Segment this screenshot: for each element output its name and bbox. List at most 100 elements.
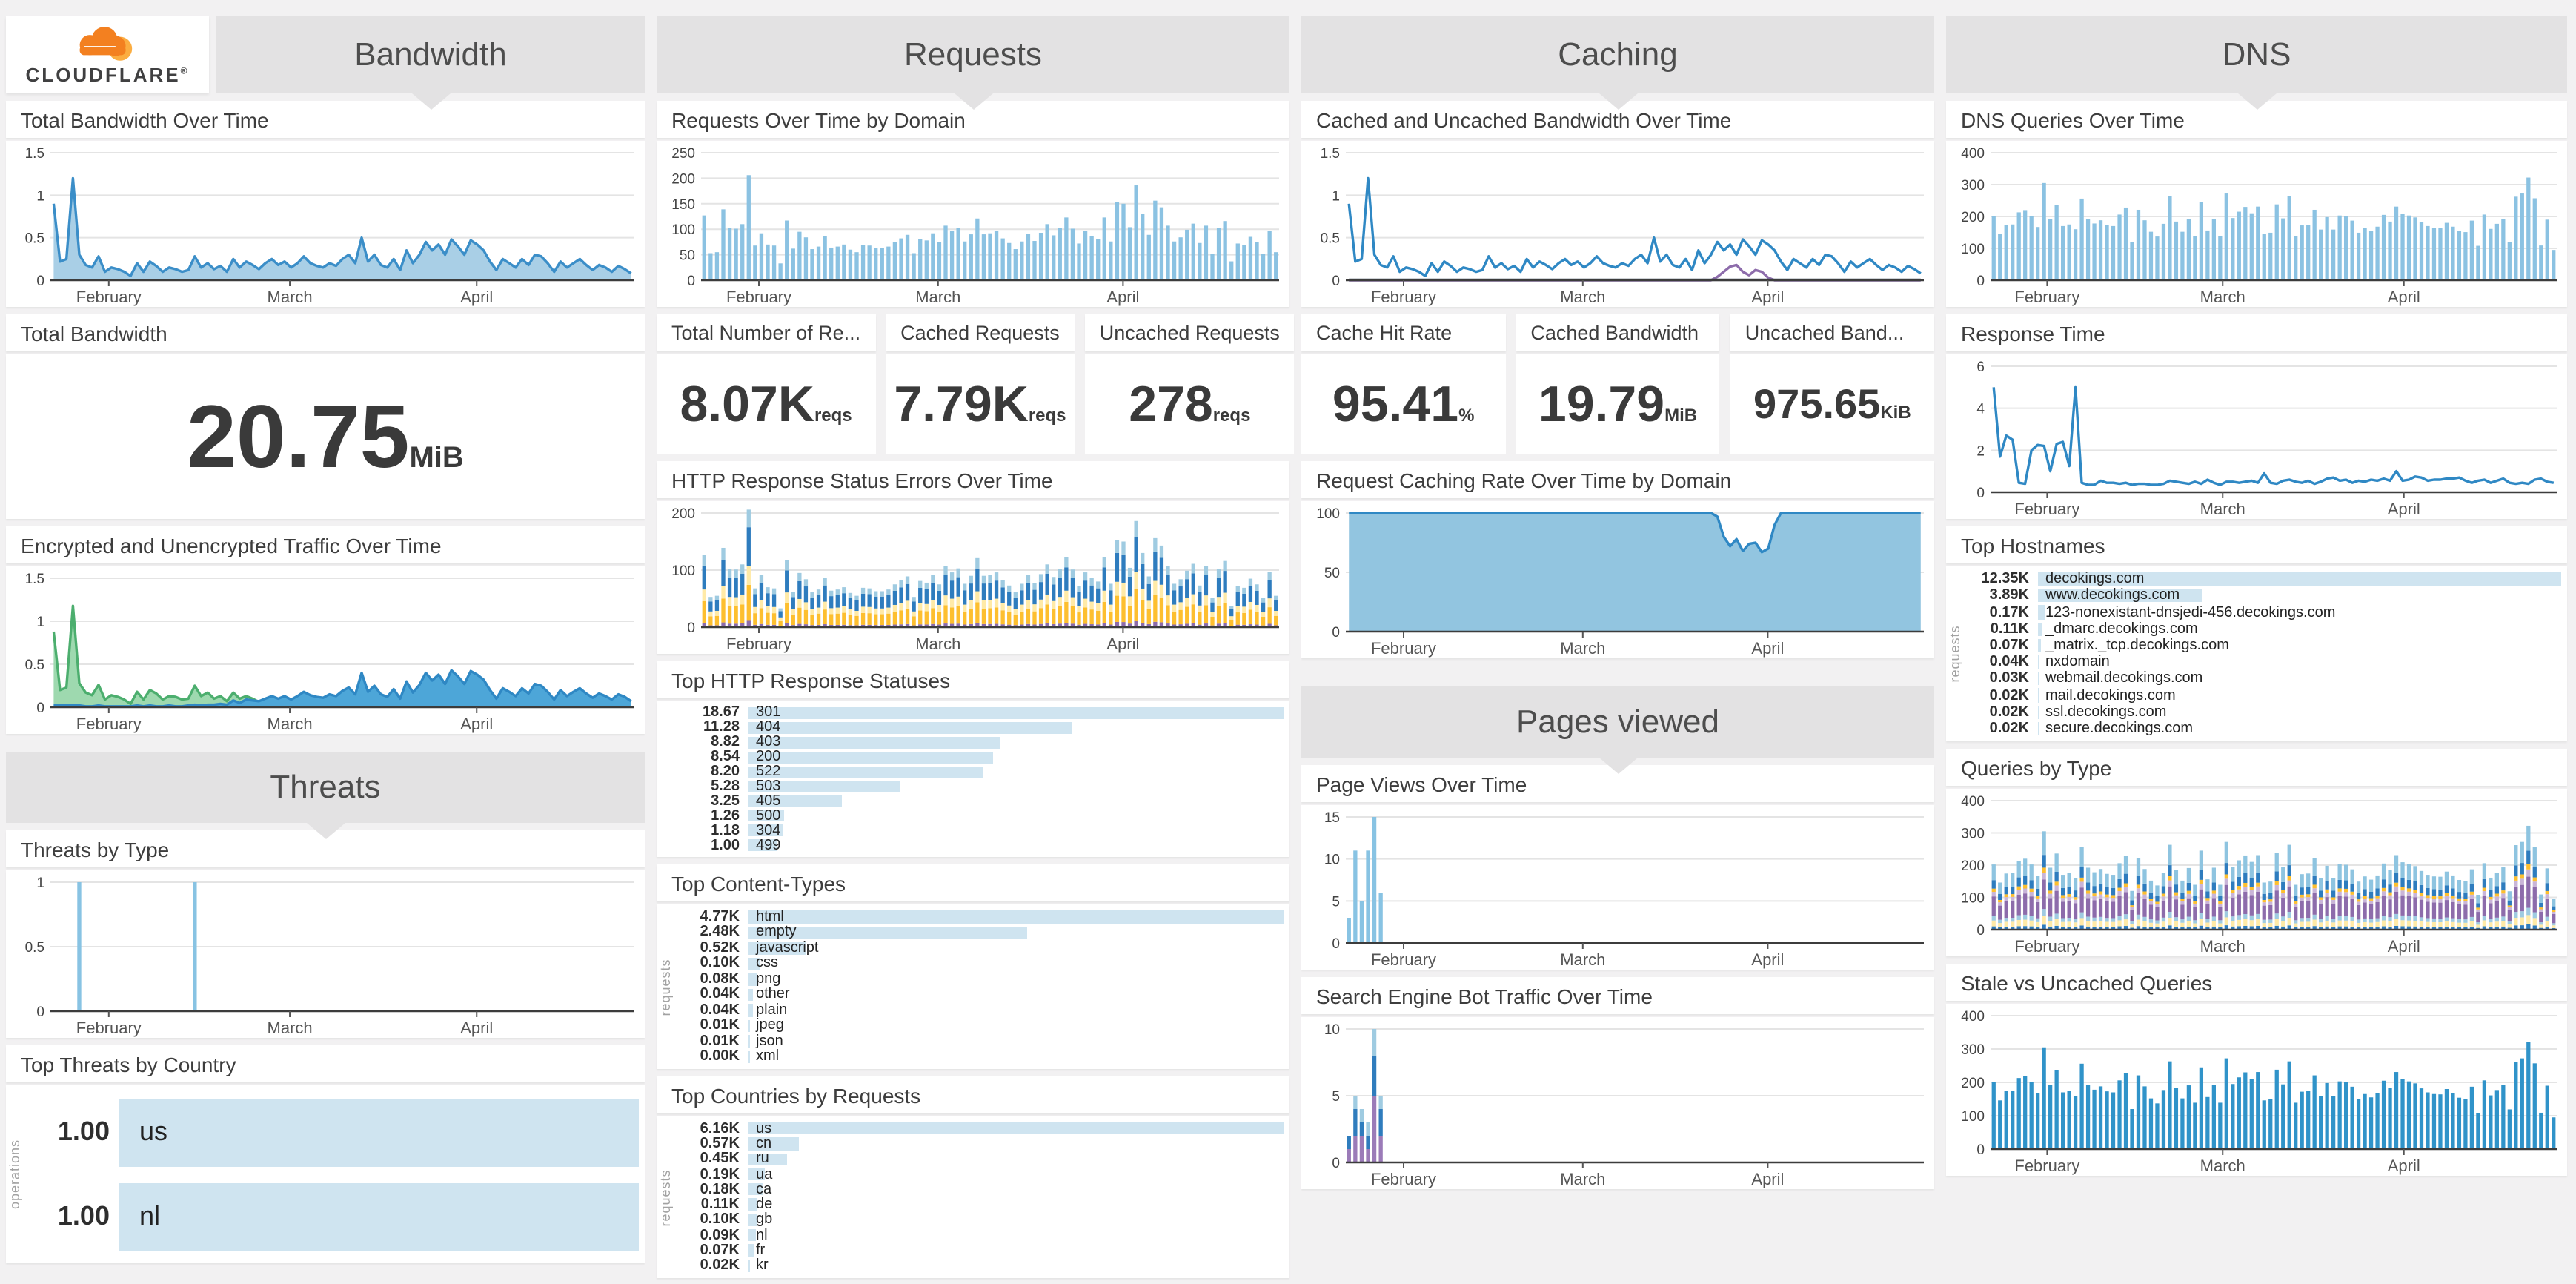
panel-title: Queries by Type	[1946, 749, 2567, 786]
row-bar	[748, 1168, 766, 1181]
total-requests-value: 8.07Kreqs	[680, 376, 852, 432]
requests-over-time-chart: 0 50 100 150 200 250 February March April	[657, 141, 1289, 307]
row-label: kr	[756, 1257, 769, 1274]
panel-top-hostnames: Top Hostnames requests 12.35K decokings.c…	[1946, 526, 2567, 741]
row-label: 200	[756, 749, 781, 766]
row-value: 0.57K	[700, 1135, 740, 1152]
svg-text:50: 50	[1324, 566, 1340, 581]
svg-text:100: 100	[1961, 891, 1985, 907]
chart-canvas: 0 100 200 300 400 February March April	[1961, 1009, 2557, 1175]
svg-text:1.5: 1.5	[25, 572, 44, 587]
panel-top-countries: Top Countries by Requests requests 6.16K…	[657, 1076, 1289, 1278]
svg-text:February: February	[2014, 288, 2079, 306]
chart-canvas: 0 100 200 February March April	[671, 506, 1279, 653]
svg-text:April: April	[2388, 288, 2420, 306]
row-label: xml	[756, 1048, 780, 1065]
row-value: 3.25	[711, 792, 740, 810]
svg-text:April: April	[1106, 635, 1139, 653]
row-label: plain	[756, 1002, 788, 1019]
page-views-chart: 0 5 10 15 February March April	[1301, 805, 1934, 970]
svg-text:April: April	[2388, 1156, 2420, 1175]
svg-text:March: March	[915, 288, 960, 306]
row-value: 1.18	[711, 822, 740, 839]
chart-canvas: 0 5 10 February March April	[1324, 1022, 1924, 1188]
row-value: 0.04K	[700, 1002, 740, 1019]
row-bar	[748, 1153, 788, 1165]
svg-text:5: 5	[1332, 1089, 1340, 1105]
row-value: 0.01K	[700, 1017, 740, 1034]
row-bar	[748, 1035, 751, 1048]
chart-canvas: 0 0.5 1 1.5 February March April	[1321, 146, 1924, 306]
svg-text:0: 0	[36, 701, 44, 716]
svg-text:250: 250	[671, 146, 695, 162]
row-bar-track: webmail.decokings.com	[2038, 671, 2561, 687]
row-bar-track: ca	[748, 1181, 1284, 1198]
stat-card-cached-requests: Cached Requests 7.79Kreqs	[886, 314, 1075, 454]
row-value: 0.04K	[700, 986, 740, 1003]
svg-text:200: 200	[671, 506, 695, 522]
row-bar	[2038, 638, 2042, 653]
cached-requests-value: 7.79Kreqs	[894, 376, 1066, 432]
svg-text:50: 50	[680, 248, 695, 264]
row-bar-track: other	[748, 987, 1284, 1003]
row-label: gb	[756, 1211, 773, 1228]
threats-by-type-chart: 0 0.5 1 February March April	[6, 870, 645, 1038]
row-bar	[748, 824, 783, 837]
section-header-caching: Caching	[1301, 16, 1934, 110]
row-label: us	[139, 1116, 168, 1146]
list-row: 0.07K fr	[677, 1242, 1284, 1259]
svg-text:0: 0	[1976, 274, 1985, 289]
panel-title: Encrypted and Unencrypted Traffic Over T…	[6, 526, 645, 563]
panel-title: Search Engine Bot Traffic Over Time	[1301, 977, 1934, 1014]
row-label: json	[756, 1033, 783, 1050]
svg-text:April: April	[2388, 937, 2420, 956]
svg-text:0: 0	[1332, 274, 1340, 289]
svg-text:February: February	[1371, 639, 1436, 658]
list-row: 0.07K _matrix._tcp.decokings.com	[1967, 638, 2561, 654]
svg-text:2: 2	[1976, 443, 1985, 459]
svg-text:February: February	[726, 635, 791, 653]
row-value: 0.10K	[700, 955, 740, 972]
list-row: 8.54 200	[677, 749, 1284, 766]
row-value: 0.02K	[1989, 704, 2029, 721]
svg-text:0.5: 0.5	[25, 940, 44, 956]
row-bar-track: mail.decokings.com	[2038, 687, 2561, 704]
row-bar	[748, 1229, 757, 1242]
chart-canvas: 0 50 100 150 200 250 February March April	[671, 146, 1279, 306]
svg-text:February: February	[1371, 1170, 1436, 1188]
list-row: 12.35K decokings.com	[1967, 571, 2561, 587]
row-label: ca	[756, 1181, 772, 1198]
row-bar-track: 503	[748, 778, 1284, 795]
row-bar-track: 500	[748, 807, 1284, 824]
panel-page-views: Page Views Over Time 0 5 10 15 February March…	[1301, 765, 1934, 970]
section-header-pages-viewed: Pages viewed	[1301, 686, 1934, 774]
row-bar-track: 405	[748, 793, 1284, 810]
row-label: html	[756, 908, 784, 925]
list-row: 2.48K empty	[677, 924, 1284, 941]
row-label: 403	[756, 734, 781, 751]
cached-requests-unit: reqs	[1028, 404, 1066, 425]
row-bar	[748, 736, 1001, 749]
list-row: 5.28 503	[677, 778, 1284, 795]
y-axis-label: requests	[658, 958, 673, 1016]
row-bar	[748, 957, 760, 970]
panel-title: Total Bandwidth Over Time	[6, 101, 645, 138]
svg-text:300: 300	[1961, 178, 1985, 193]
row-bar	[748, 1244, 754, 1257]
row-label: 500	[756, 807, 781, 824]
list-row: 0.02K kr	[677, 1257, 1284, 1274]
list-row: 0.57K cn	[677, 1135, 1284, 1152]
row-value: 0.17K	[1989, 604, 2029, 621]
svg-text:1: 1	[36, 876, 44, 891]
row-value: 0.19K	[700, 1166, 740, 1183]
top-hostnames-list: requests 12.35K decokings.com 3.89K www.dec…	[1946, 566, 2567, 741]
top-threats-by-country-list: operations 1.00 us 1.00 nl	[6, 1085, 645, 1263]
row-bar-track: us	[748, 1120, 1284, 1136]
row-bar	[119, 1182, 639, 1251]
svg-text:0.5: 0.5	[1321, 231, 1340, 247]
row-value: 6.16K	[700, 1120, 740, 1137]
svg-text:February: February	[1371, 288, 1436, 306]
list-row: 3.89K www.decokings.com	[1967, 588, 2561, 604]
list-row: 0.02K mail.decokings.com	[1967, 687, 2561, 704]
